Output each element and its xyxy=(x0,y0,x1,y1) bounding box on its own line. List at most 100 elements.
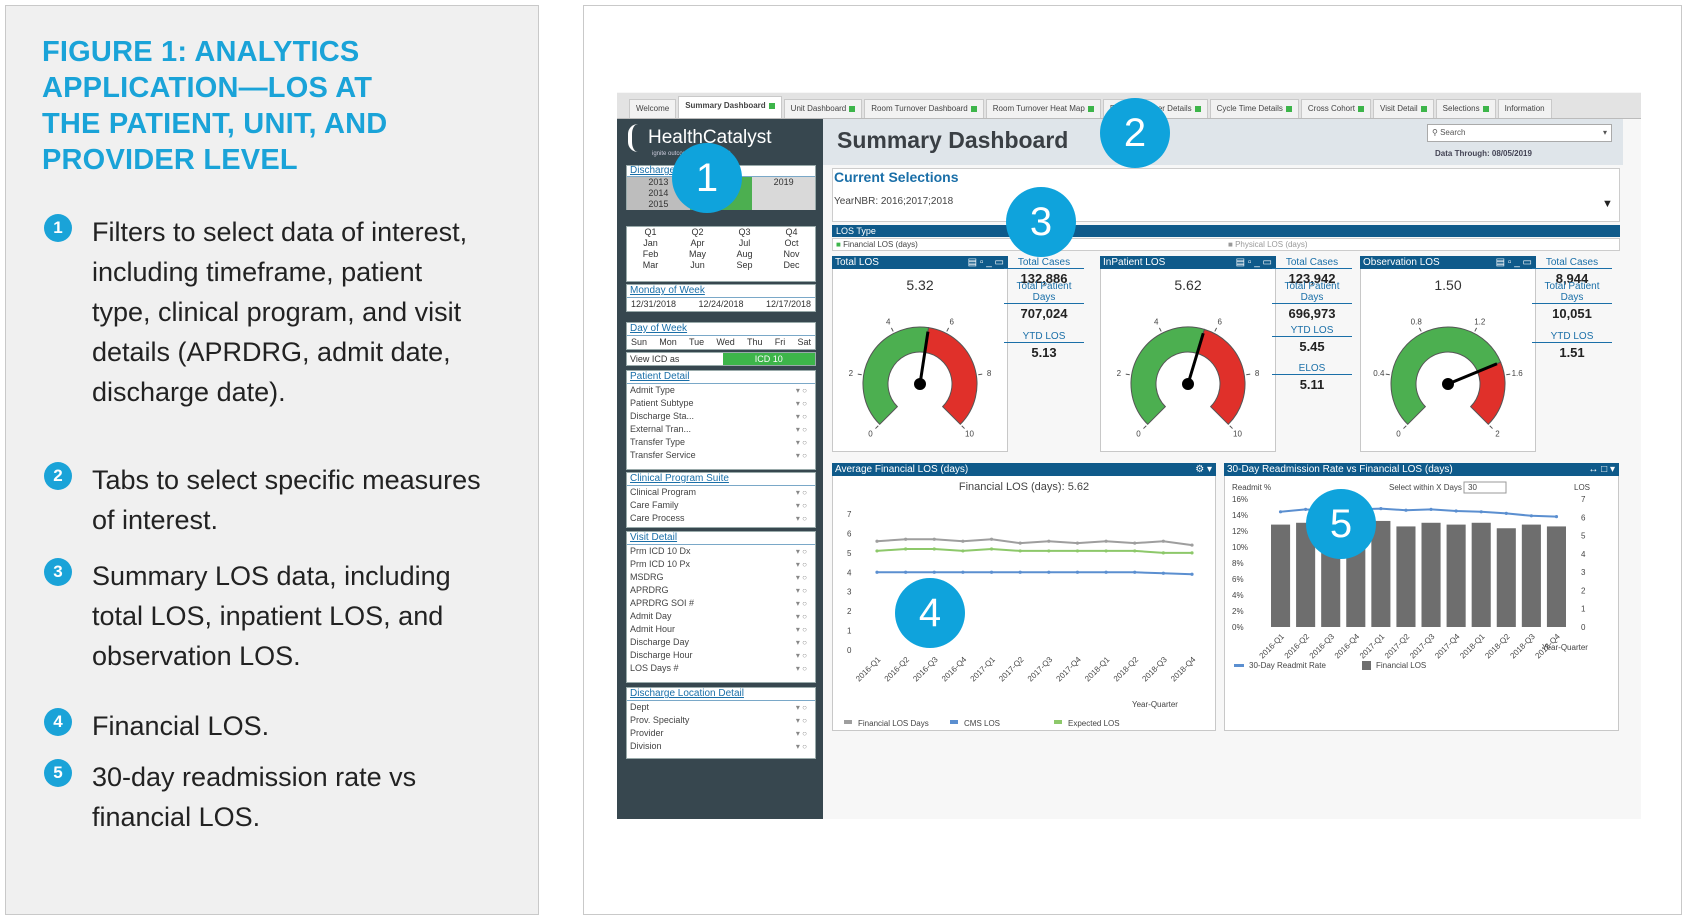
filter-field[interactable]: Transfer Type ▾ ○ xyxy=(627,436,815,449)
filter-field[interactable]: Dept ▾ ○ xyxy=(627,701,815,714)
dropdown-icon[interactable]: ▾ ○ xyxy=(795,386,807,395)
filter-field[interactable]: Admit Type ▾ ○ xyxy=(627,384,815,397)
month-item[interactable]: Mar xyxy=(642,260,659,270)
dropdown-icon[interactable]: ▾ ○ xyxy=(795,451,807,460)
panel-toolbar-icon[interactable]: ▤ ▫ _ ▭ xyxy=(967,257,1004,268)
month-item[interactable]: Nov xyxy=(783,249,800,259)
filter-field[interactable]: LOS Days # ▾ ○ xyxy=(627,662,815,675)
monday-item[interactable]: 12/31/2018 xyxy=(631,299,677,309)
month-item[interactable]: Jan xyxy=(643,238,658,248)
filter-field[interactable]: Admit Hour ▾ ○ xyxy=(627,623,815,636)
month-item[interactable]: Feb xyxy=(642,249,659,259)
filter-field[interactable]: Care Process ▾ ○ xyxy=(627,512,815,525)
visit-detail-filter[interactable]: Visit Detail Prm ICD 10 Dx ▾ ○ Prm ICD 10 … xyxy=(626,531,816,683)
quarter-item[interactable]: Q2 xyxy=(691,227,704,237)
day-item[interactable]: Sat xyxy=(797,337,811,347)
dropdown-icon[interactable]: ▾ ○ xyxy=(795,651,807,660)
dropdown-icon[interactable]: ▾ ○ xyxy=(795,612,807,621)
filter-field[interactable]: APRDRG ▾ ○ xyxy=(627,584,815,597)
day-item[interactable]: Tue xyxy=(689,337,705,347)
panel-menu-icon[interactable]: ↔ □ ▾ xyxy=(1588,464,1615,475)
filter-field[interactable]: Discharge Sta... ▾ ○ xyxy=(627,410,815,423)
day-item[interactable]: Fri xyxy=(774,337,786,347)
clinical-program-filter[interactable]: Clinical Program Suite Clinical Program ▾… xyxy=(626,472,816,528)
month-item[interactable]: Apr xyxy=(690,238,705,248)
quarter-month-filter[interactable]: Q1 Q2 Q3 Q4 Jan Apr Jul Oct Feb May Aug Nov Mar Jun S… xyxy=(626,226,816,282)
tab-room-turnover-heat-map[interactable]: Room Turnover Heat Map xyxy=(985,99,1101,118)
year-2015[interactable]: 2015 xyxy=(627,199,690,210)
panel-toolbar-icon[interactable]: ▤ ▫ _ ▭ xyxy=(1235,257,1272,268)
filter-field[interactable]: Division ▾ ○ xyxy=(627,740,815,753)
month-item[interactable]: May xyxy=(688,249,706,259)
filter-field[interactable]: Discharge Day ▾ ○ xyxy=(627,636,815,649)
tab-visit-detail[interactable]: Visit Detail xyxy=(1373,99,1434,118)
dropdown-icon[interactable]: ▾ ○ xyxy=(795,425,807,434)
dropdown-icon[interactable]: ▾ ○ xyxy=(795,716,807,725)
dropdown-icon[interactable]: ▾ ○ xyxy=(795,573,807,582)
tab-unit-dashboard[interactable]: Unit Dashboard xyxy=(783,99,863,118)
collapse-arrow-icon[interactable]: ▼ xyxy=(1602,198,1613,210)
year-2014[interactable]: 2014 xyxy=(627,188,690,199)
monday-item[interactable]: 12/17/2018 xyxy=(765,299,811,309)
dropdown-icon[interactable]: ▾ ○ xyxy=(795,664,807,673)
dropdown-icon[interactable]: ▾ ○ xyxy=(795,638,807,647)
filter-field[interactable]: Patient Subtype ▾ ○ xyxy=(627,397,815,410)
los-type-options[interactable]: ■ Financial LOS (days) ■ Physical LOS (d… xyxy=(832,238,1620,251)
dropdown-icon[interactable]: ▾ ○ xyxy=(795,703,807,712)
tab-selections[interactable]: Selections xyxy=(1435,99,1496,118)
filter-field[interactable]: Clinical Program ▾ ○ xyxy=(627,486,815,499)
dropdown-icon[interactable]: ▾ ○ xyxy=(795,412,807,421)
dropdown-icon[interactable]: ▾ ○ xyxy=(795,599,807,608)
filter-field[interactable]: Prov. Specialty ▾ ○ xyxy=(627,714,815,727)
tab-room-turnover-dashboard[interactable]: Room Turnover Dashboard xyxy=(864,99,984,118)
month-item[interactable]: Sep xyxy=(736,260,753,270)
icd-value[interactable]: ICD 10 xyxy=(722,353,815,365)
dropdown-icon[interactable]: ▾ ○ xyxy=(795,547,807,556)
dropdown-icon[interactable]: ▾ ○ xyxy=(795,488,807,497)
tab-summary-dashboard[interactable]: Summary Dashboard xyxy=(678,96,782,118)
month-item[interactable]: Jul xyxy=(738,238,751,248)
dropdown-icon[interactable]: ▾ ○ xyxy=(795,438,807,447)
panel-menu-icon[interactable]: ⚙ ▾ xyxy=(1195,464,1212,475)
monday-item[interactable]: 12/24/2018 xyxy=(698,299,744,309)
dropdown-icon[interactable]: ▾ ○ xyxy=(795,560,807,569)
dropdown-icon[interactable]: ▾ ○ xyxy=(795,625,807,634)
days-select[interactable] xyxy=(1463,481,1507,494)
day-of-week-filter[interactable]: Day of Week Sun Mon Tue Wed Thu Fri Sat xyxy=(626,322,816,350)
dropdown-icon[interactable]: ▾ ○ xyxy=(795,501,807,510)
month-item[interactable]: Oct xyxy=(784,238,799,248)
year-2019[interactable]: 2019 xyxy=(752,177,815,188)
tab-cycle-time-details[interactable]: Cycle Time Details xyxy=(1209,99,1299,118)
day-item[interactable]: Wed xyxy=(716,337,735,347)
filter-field[interactable]: Prm ICD 10 Dx ▾ ○ xyxy=(627,545,815,558)
filter-field[interactable]: External Tran... ▾ ○ xyxy=(627,423,815,436)
dropdown-icon[interactable]: ▾ ○ xyxy=(795,514,807,523)
discharge-location-filter[interactable]: Discharge Location Detail Dept ▾ ○ Prov. S… xyxy=(626,687,816,759)
day-row[interactable]: Sun Mon Tue Wed Thu Fri Sat xyxy=(627,336,815,349)
day-item[interactable]: Thu xyxy=(747,337,763,347)
monday-of-week-filter[interactable]: Monday of Week 12/31/2018 12/24/2018 12/17… xyxy=(626,284,816,312)
tab-information[interactable]: Information xyxy=(1497,99,1552,118)
quarter-grid[interactable]: Q1 Q2 Q3 Q4 xyxy=(627,227,815,238)
dropdown-icon[interactable]: ▾ ○ xyxy=(795,742,807,751)
los-option-physical[interactable]: ■ Physical LOS (days) xyxy=(1228,240,1308,249)
quarter-item[interactable]: Q3 xyxy=(738,227,751,237)
quarter-item[interactable]: Q4 xyxy=(785,227,798,237)
dropdown-icon[interactable]: ▾ ○ xyxy=(795,586,807,595)
filter-field[interactable]: Discharge Hour ▾ ○ xyxy=(627,649,815,662)
filter-field[interactable]: APRDRG SOI # ▾ ○ xyxy=(627,597,815,610)
dropdown-icon[interactable]: ▾ ○ xyxy=(795,729,807,738)
filter-field[interactable]: Admit Day ▾ ○ xyxy=(627,610,815,623)
dropdown-icon[interactable]: ▾ ○ xyxy=(795,399,807,408)
search-input[interactable]: ⚲ Search ▾ xyxy=(1427,124,1612,142)
patient-detail-filter[interactable]: Patient Detail Admit Type ▾ ○ Patient Subt… xyxy=(626,370,816,470)
panel-toolbar-icon[interactable]: ▤ ▫ _ ▭ xyxy=(1495,257,1532,268)
tab-cross-cohort[interactable]: Cross Cohort xyxy=(1300,99,1371,118)
los-option-financial[interactable]: ■ Financial LOS (days) xyxy=(836,240,918,249)
month-item[interactable]: Dec xyxy=(783,260,800,270)
filter-field[interactable]: Prm ICD 10 Px ▾ ○ xyxy=(627,558,815,571)
monday-row[interactable]: 12/31/2018 12/24/2018 12/17/2018 xyxy=(627,298,815,311)
month-grid[interactable]: Jan Apr Jul Oct Feb May Aug Nov Mar Jun Sep Dec xyxy=(627,238,815,271)
tab-welcome[interactable]: Welcome xyxy=(629,99,677,118)
filter-field[interactable]: Care Family ▾ ○ xyxy=(627,499,815,512)
